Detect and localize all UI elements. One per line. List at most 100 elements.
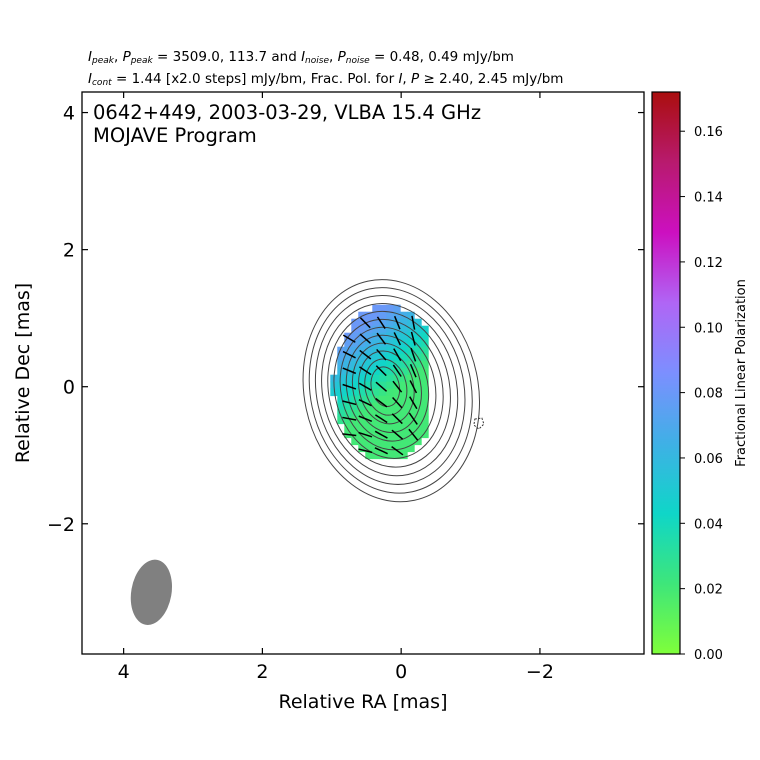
intensity-contours bbox=[302, 279, 481, 503]
pol-pixel bbox=[358, 395, 366, 404]
pol-pixel bbox=[351, 374, 359, 383]
pol-pixel bbox=[414, 437, 422, 446]
pol-pixel bbox=[344, 388, 352, 397]
contour-level bbox=[339, 326, 437, 451]
p-noise-sub: noise bbox=[345, 56, 370, 66]
pol-pixel bbox=[400, 332, 408, 341]
evpa-ticks bbox=[342, 315, 419, 456]
pol-pixel bbox=[337, 374, 345, 383]
pol-pixel bbox=[400, 395, 408, 404]
pol-pixel bbox=[407, 416, 415, 425]
pol-pixel bbox=[393, 360, 401, 369]
pol-pixel bbox=[365, 395, 373, 404]
pol-pixel bbox=[386, 346, 394, 355]
pol-pixel bbox=[358, 423, 366, 432]
pol-pixel bbox=[351, 332, 359, 341]
pol-pixel bbox=[379, 402, 387, 411]
pol-pixel bbox=[358, 353, 366, 362]
pol-pixel bbox=[344, 416, 352, 425]
pol-pixel bbox=[400, 353, 408, 362]
pol-pixel bbox=[372, 388, 380, 397]
contour-level bbox=[333, 318, 444, 459]
pol-pixel bbox=[421, 381, 429, 390]
evpa-tick bbox=[342, 367, 357, 375]
pol-pixel bbox=[358, 416, 366, 425]
evpa-tick bbox=[376, 316, 386, 329]
pol-pixel bbox=[372, 430, 380, 439]
pol-pixel bbox=[393, 339, 401, 348]
y-tick-label: −2 bbox=[47, 514, 75, 536]
evpa-tick bbox=[374, 414, 388, 424]
evpa-tick bbox=[391, 445, 404, 456]
evpa-tick bbox=[375, 397, 388, 408]
evpa-tick bbox=[409, 363, 417, 378]
pol-pixel bbox=[386, 444, 394, 453]
colorbar-tick-label: 0.00 bbox=[694, 648, 723, 663]
pol-pixel bbox=[400, 388, 408, 397]
pol-pixel bbox=[393, 353, 401, 362]
evpa-tick bbox=[342, 350, 356, 359]
pol-pixel bbox=[393, 451, 401, 460]
pol-pixel bbox=[386, 325, 394, 334]
evpa-tick bbox=[342, 433, 357, 437]
evpa-tick bbox=[375, 365, 387, 377]
i-cont-sub: cont bbox=[91, 78, 112, 88]
p-noise-symbol: P bbox=[337, 49, 346, 65]
contour-level bbox=[345, 334, 430, 442]
pol-pixel bbox=[379, 437, 387, 446]
pol-pixel bbox=[351, 318, 359, 327]
pol-pixel bbox=[379, 311, 387, 320]
pol-pixel bbox=[400, 437, 408, 446]
pol-pixel bbox=[393, 423, 401, 432]
y-axis-label: Relative Dec [mas] bbox=[12, 283, 34, 463]
pol-pixel bbox=[407, 318, 415, 327]
pol-pixel bbox=[421, 346, 429, 355]
header-line-1: Ipeak, Ppeak = 3509.0, 113.7 and Inoise,… bbox=[88, 49, 514, 66]
pol-pixel bbox=[414, 325, 422, 334]
pol-pixel bbox=[365, 367, 373, 376]
evpa-tick bbox=[408, 428, 419, 441]
evpa-tick bbox=[342, 400, 357, 406]
pol-pixel bbox=[379, 409, 387, 418]
evpa-tick bbox=[358, 415, 373, 422]
pol-pixel bbox=[372, 367, 380, 376]
pol-pixel bbox=[358, 360, 366, 369]
pol-pixel bbox=[372, 402, 380, 411]
pol-pixel bbox=[365, 374, 373, 383]
pol-pixel bbox=[400, 318, 408, 327]
evpa-tick bbox=[359, 366, 372, 376]
pol-pixel bbox=[400, 374, 408, 383]
pol-pixel bbox=[414, 395, 422, 404]
pol-pixel bbox=[365, 444, 373, 453]
pol-pixel bbox=[337, 381, 345, 390]
pol-pixel bbox=[379, 430, 387, 439]
pol-pixel bbox=[386, 395, 394, 404]
pol-pixel bbox=[393, 444, 401, 453]
pol-pixel bbox=[393, 388, 401, 397]
pol-pixel bbox=[358, 318, 366, 327]
pol-pixel bbox=[344, 367, 352, 376]
pol-pixel bbox=[344, 409, 352, 418]
evpa-tick bbox=[392, 397, 403, 409]
pol-pixel bbox=[365, 402, 373, 411]
pol-pixel bbox=[351, 402, 359, 411]
x-tick-label: −2 bbox=[526, 661, 554, 683]
pol-pixel bbox=[372, 374, 380, 383]
pol-pixel bbox=[379, 304, 387, 313]
pol-pixel bbox=[414, 339, 422, 348]
pol-pixel bbox=[400, 325, 408, 334]
pol-pixel bbox=[414, 374, 422, 383]
pol-pixel bbox=[379, 346, 387, 355]
pol-pixel bbox=[393, 304, 401, 313]
pol-pixel bbox=[421, 360, 429, 369]
chart-subtitle: MOJAVE Program bbox=[93, 124, 257, 147]
pol-pixel bbox=[358, 374, 366, 383]
evpa-tick bbox=[391, 429, 404, 440]
x-tick-label: 4 bbox=[118, 661, 130, 683]
pol-pixel bbox=[365, 381, 373, 390]
pol-pixel bbox=[421, 339, 429, 348]
frac-ge: ≥ bbox=[423, 71, 435, 87]
pol-pixel bbox=[351, 367, 359, 376]
pol-pixel bbox=[400, 339, 408, 348]
pol-pixel bbox=[379, 318, 387, 327]
